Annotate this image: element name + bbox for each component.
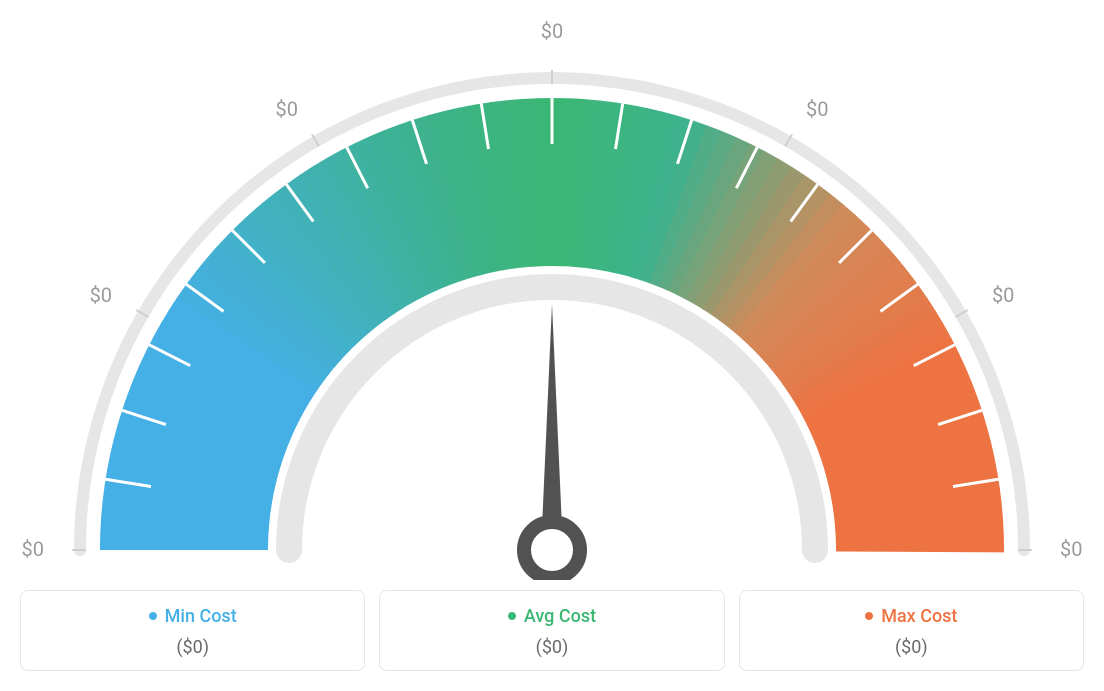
legend-dot-max xyxy=(865,612,873,620)
legend-value-min: ($0) xyxy=(31,637,354,658)
gauge-area: $0 $0 $0 $0 $0 $0 $0 xyxy=(20,20,1084,580)
legend-value-max: ($0) xyxy=(750,637,1073,658)
legend-dot-avg xyxy=(508,612,516,620)
legend-label-avg: Avg Cost xyxy=(524,606,596,627)
gauge-hub xyxy=(524,522,580,578)
gauge-tick-label: $0 xyxy=(276,97,298,121)
gauge-chart-container: $0 $0 $0 $0 $0 $0 $0 Min Cost ($0) Avg Cost ($… xyxy=(20,20,1084,671)
legend-title-max: Max Cost xyxy=(865,606,957,627)
legend-value-avg: ($0) xyxy=(390,637,713,658)
legend-card-avg: Avg Cost ($0) xyxy=(379,590,724,671)
gauge-tick-label: $0 xyxy=(1060,537,1082,561)
legend-card-max: Max Cost ($0) xyxy=(739,590,1084,671)
gauge-tick-label: $0 xyxy=(22,537,44,561)
legend-label-min: Min Cost xyxy=(165,606,237,627)
gauge-tick-label: $0 xyxy=(541,20,563,43)
legend-title-avg: Avg Cost xyxy=(508,606,596,627)
legend-label-max: Max Cost xyxy=(881,606,957,627)
gauge-tick-label: $0 xyxy=(992,283,1014,307)
gauge-tick-label: $0 xyxy=(90,283,112,307)
gauge-tick-label: $0 xyxy=(806,97,828,121)
legend-title-min: Min Cost xyxy=(149,606,237,627)
legend-dot-min xyxy=(149,612,157,620)
legend-row: Min Cost ($0) Avg Cost ($0) Max Cost ($0… xyxy=(20,590,1084,671)
gauge-needle xyxy=(541,304,563,550)
gauge-svg: $0 $0 $0 $0 $0 $0 $0 xyxy=(20,20,1084,580)
legend-card-min: Min Cost ($0) xyxy=(20,590,365,671)
